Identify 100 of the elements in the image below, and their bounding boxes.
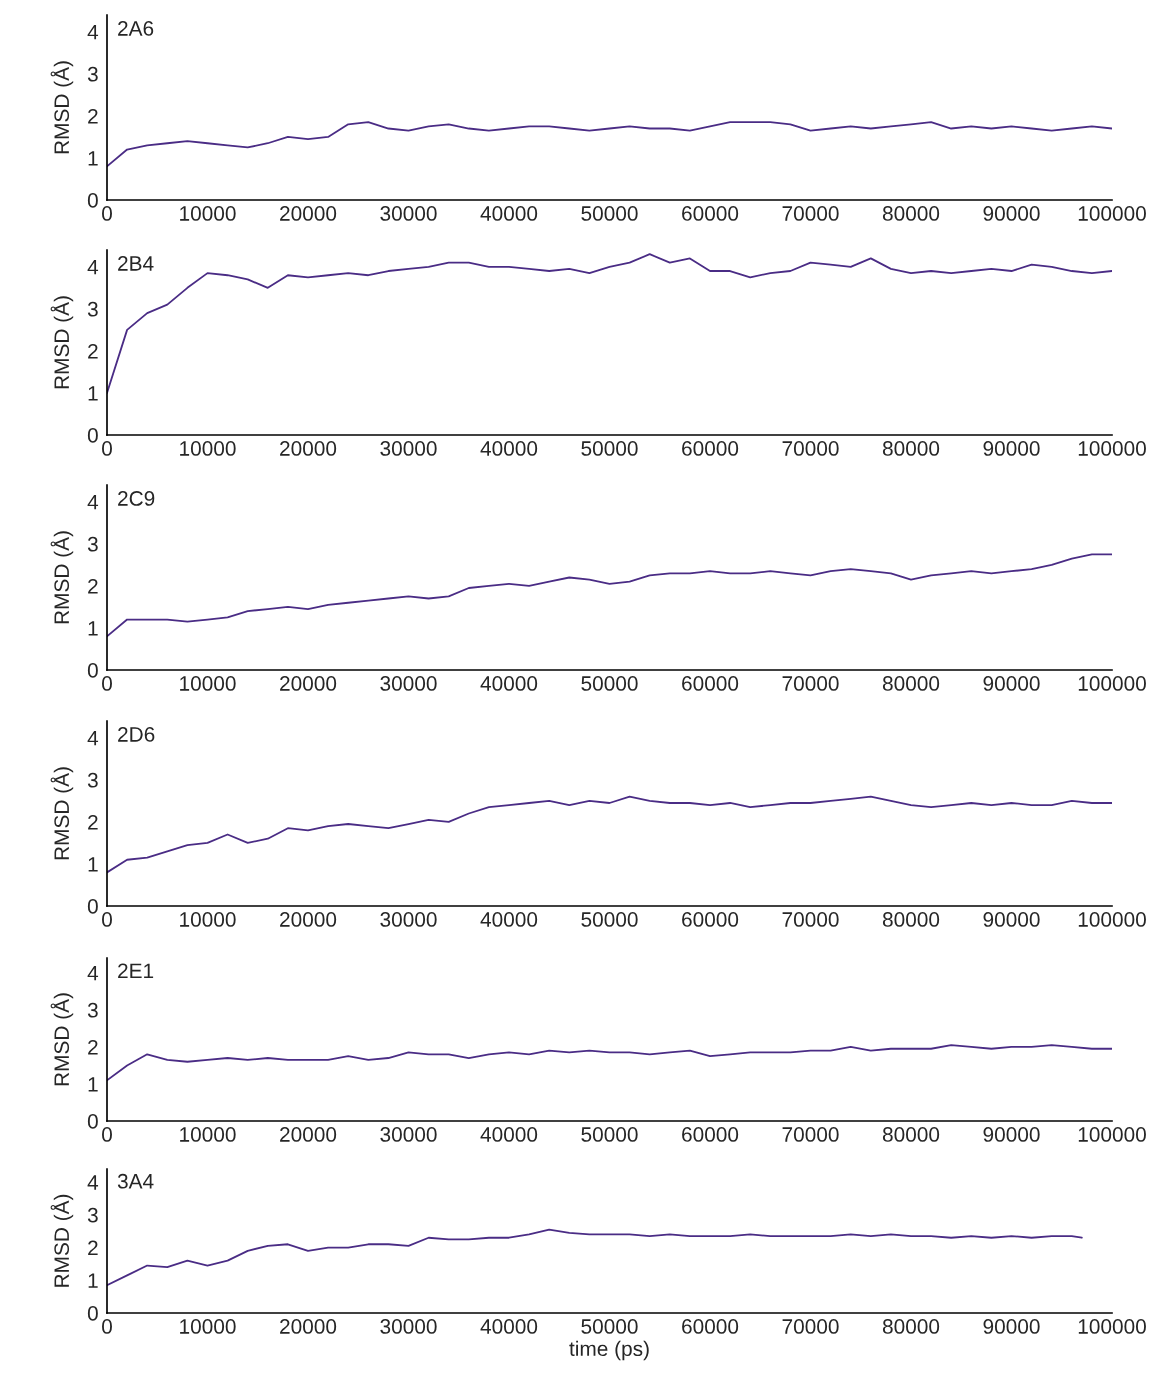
y-tick-label: 1: [88, 621, 98, 636]
x-tick-label: 70000: [782, 912, 839, 927]
x-tick-label: 90000: [983, 206, 1040, 221]
y-tick-label: 2: [88, 578, 98, 594]
y-axis-title: RMSD (Å): [50, 61, 74, 154]
x-tick-label: 0: [102, 676, 112, 691]
y-tick-label: 3: [87, 536, 98, 552]
y-tick-label: 2: [88, 814, 98, 830]
x-tick-label: 0: [102, 206, 112, 221]
x-tick-label: 60000: [682, 1319, 739, 1334]
x-tick-label: 50000: [581, 676, 638, 691]
y-tick-label: 3: [87, 66, 98, 82]
y-tick-label: 4: [87, 731, 99, 746]
x-tick-label: 20000: [280, 1319, 337, 1334]
x-tick-label: 50000: [581, 912, 638, 927]
x-tick-label: 30000: [380, 1319, 437, 1334]
y-tick-label: 0: [87, 193, 98, 208]
y-tick-label: 0: [87, 1306, 98, 1321]
x-tick-label: 60000: [682, 441, 739, 456]
y-tick-label: 4: [87, 1175, 99, 1190]
y-tick-label: 0: [87, 428, 98, 443]
x-tick-label: 0: [102, 912, 112, 927]
x-tick-label: 50000: [581, 1319, 638, 1334]
annotation: 2B4: [118, 256, 154, 271]
x-tick-label: 0: [102, 1127, 112, 1142]
x-tick-label: 60000: [682, 676, 739, 691]
y-tick-label: 2: [88, 343, 98, 359]
y-tick-label: 2: [88, 1039, 98, 1055]
x-tick-label: 20000: [280, 206, 337, 221]
annotation: 2C9: [118, 491, 155, 506]
y-tick-label: 0: [87, 1114, 98, 1129]
x-tick-label: 60000: [682, 206, 739, 221]
x-tick-label: 10000: [180, 1127, 236, 1142]
x-tick-label: 10000: [180, 676, 236, 691]
x-tick-label: 80000: [882, 441, 940, 456]
x-tick-label: 0: [102, 1319, 112, 1334]
x-tick-label: 90000: [983, 441, 1040, 456]
x-tick-label: 100000: [1078, 1127, 1146, 1142]
y-tick-label: 3: [87, 301, 98, 317]
x-tick-label: 70000: [782, 1127, 839, 1142]
x-tick-label: 10000: [180, 206, 236, 221]
x-tick-label: 70000: [782, 676, 839, 691]
y-tick-label: 1: [88, 857, 98, 872]
x-tick-label: 70000: [782, 441, 839, 456]
y-tick-label: 0: [87, 663, 98, 678]
y-tick-label: 0: [87, 899, 98, 914]
x-tick-label: 70000: [782, 206, 839, 221]
y-axis-title: RMSD (Å): [50, 531, 74, 624]
x-tick-label: 90000: [983, 1127, 1040, 1142]
x-tick-label: 60000: [682, 912, 739, 927]
annotation: 2A6: [118, 21, 154, 36]
line-series: [107, 1228, 1083, 1287]
x-tick-label: 100000: [1078, 912, 1146, 927]
y-tick-label: 4: [87, 25, 99, 40]
x-tick-label: 50000: [581, 1127, 638, 1142]
y-axis-title: RMSD (Å): [50, 993, 74, 1086]
y-tick-label: 4: [87, 966, 99, 981]
x-tick-label: 60000: [682, 1127, 739, 1142]
x-tick-label: 100000: [1078, 206, 1146, 221]
x-tick-label: 90000: [983, 912, 1040, 927]
x-tick-label: 70000: [782, 1319, 839, 1334]
x-tick-label: 40000: [480, 912, 538, 927]
x-tick-label: 80000: [882, 912, 940, 927]
x-tick-label: 90000: [983, 1319, 1040, 1334]
x-tick-label: 10000: [180, 1319, 236, 1334]
annotation: 2E1: [118, 963, 154, 978]
x-tick-label: 40000: [480, 1127, 538, 1142]
x-tick-label: 10000: [180, 441, 236, 456]
line-series: [107, 253, 1112, 394]
x-tick-label: 30000: [380, 912, 437, 927]
x-tick-label: 30000: [380, 1127, 437, 1142]
x-tick-label: 90000: [983, 676, 1040, 691]
y-tick-label: 1: [88, 151, 98, 166]
y-tick-label: 4: [87, 260, 99, 275]
x-tick-label: 20000: [280, 1127, 337, 1142]
x-tick-label: 40000: [480, 206, 538, 221]
y-tick-label: 1: [88, 1273, 98, 1288]
x-tick-label: 100000: [1078, 441, 1146, 456]
annotation: 2D6: [118, 727, 155, 742]
y-axis-title: RMSD (Å): [50, 296, 74, 389]
x-tick-label: 30000: [380, 206, 437, 221]
x-tick-label: 40000: [480, 676, 538, 691]
x-tick-label: 10000: [180, 912, 236, 927]
x-tick-label: 100000: [1078, 1319, 1146, 1334]
y-axis-title: RMSD (Å): [50, 767, 74, 860]
x-axis-title: time (ps): [569, 1340, 649, 1361]
x-tick-label: 40000: [480, 1319, 538, 1334]
y-tick-label: 1: [88, 1077, 98, 1092]
x-tick-label: 20000: [280, 676, 337, 691]
line-series: [107, 121, 1112, 168]
x-tick-label: 50000: [581, 441, 638, 456]
line-series: [107, 795, 1112, 874]
x-tick-label: 80000: [882, 676, 940, 691]
y-tick-label: 3: [87, 772, 98, 788]
x-tick-label: 50000: [581, 206, 638, 221]
x-tick-label: 30000: [380, 441, 437, 456]
annotation: 3A4: [117, 1173, 154, 1189]
x-tick-label: 20000: [280, 441, 337, 456]
x-tick-label: 80000: [882, 1127, 940, 1142]
x-tick-label: 100000: [1078, 676, 1146, 691]
